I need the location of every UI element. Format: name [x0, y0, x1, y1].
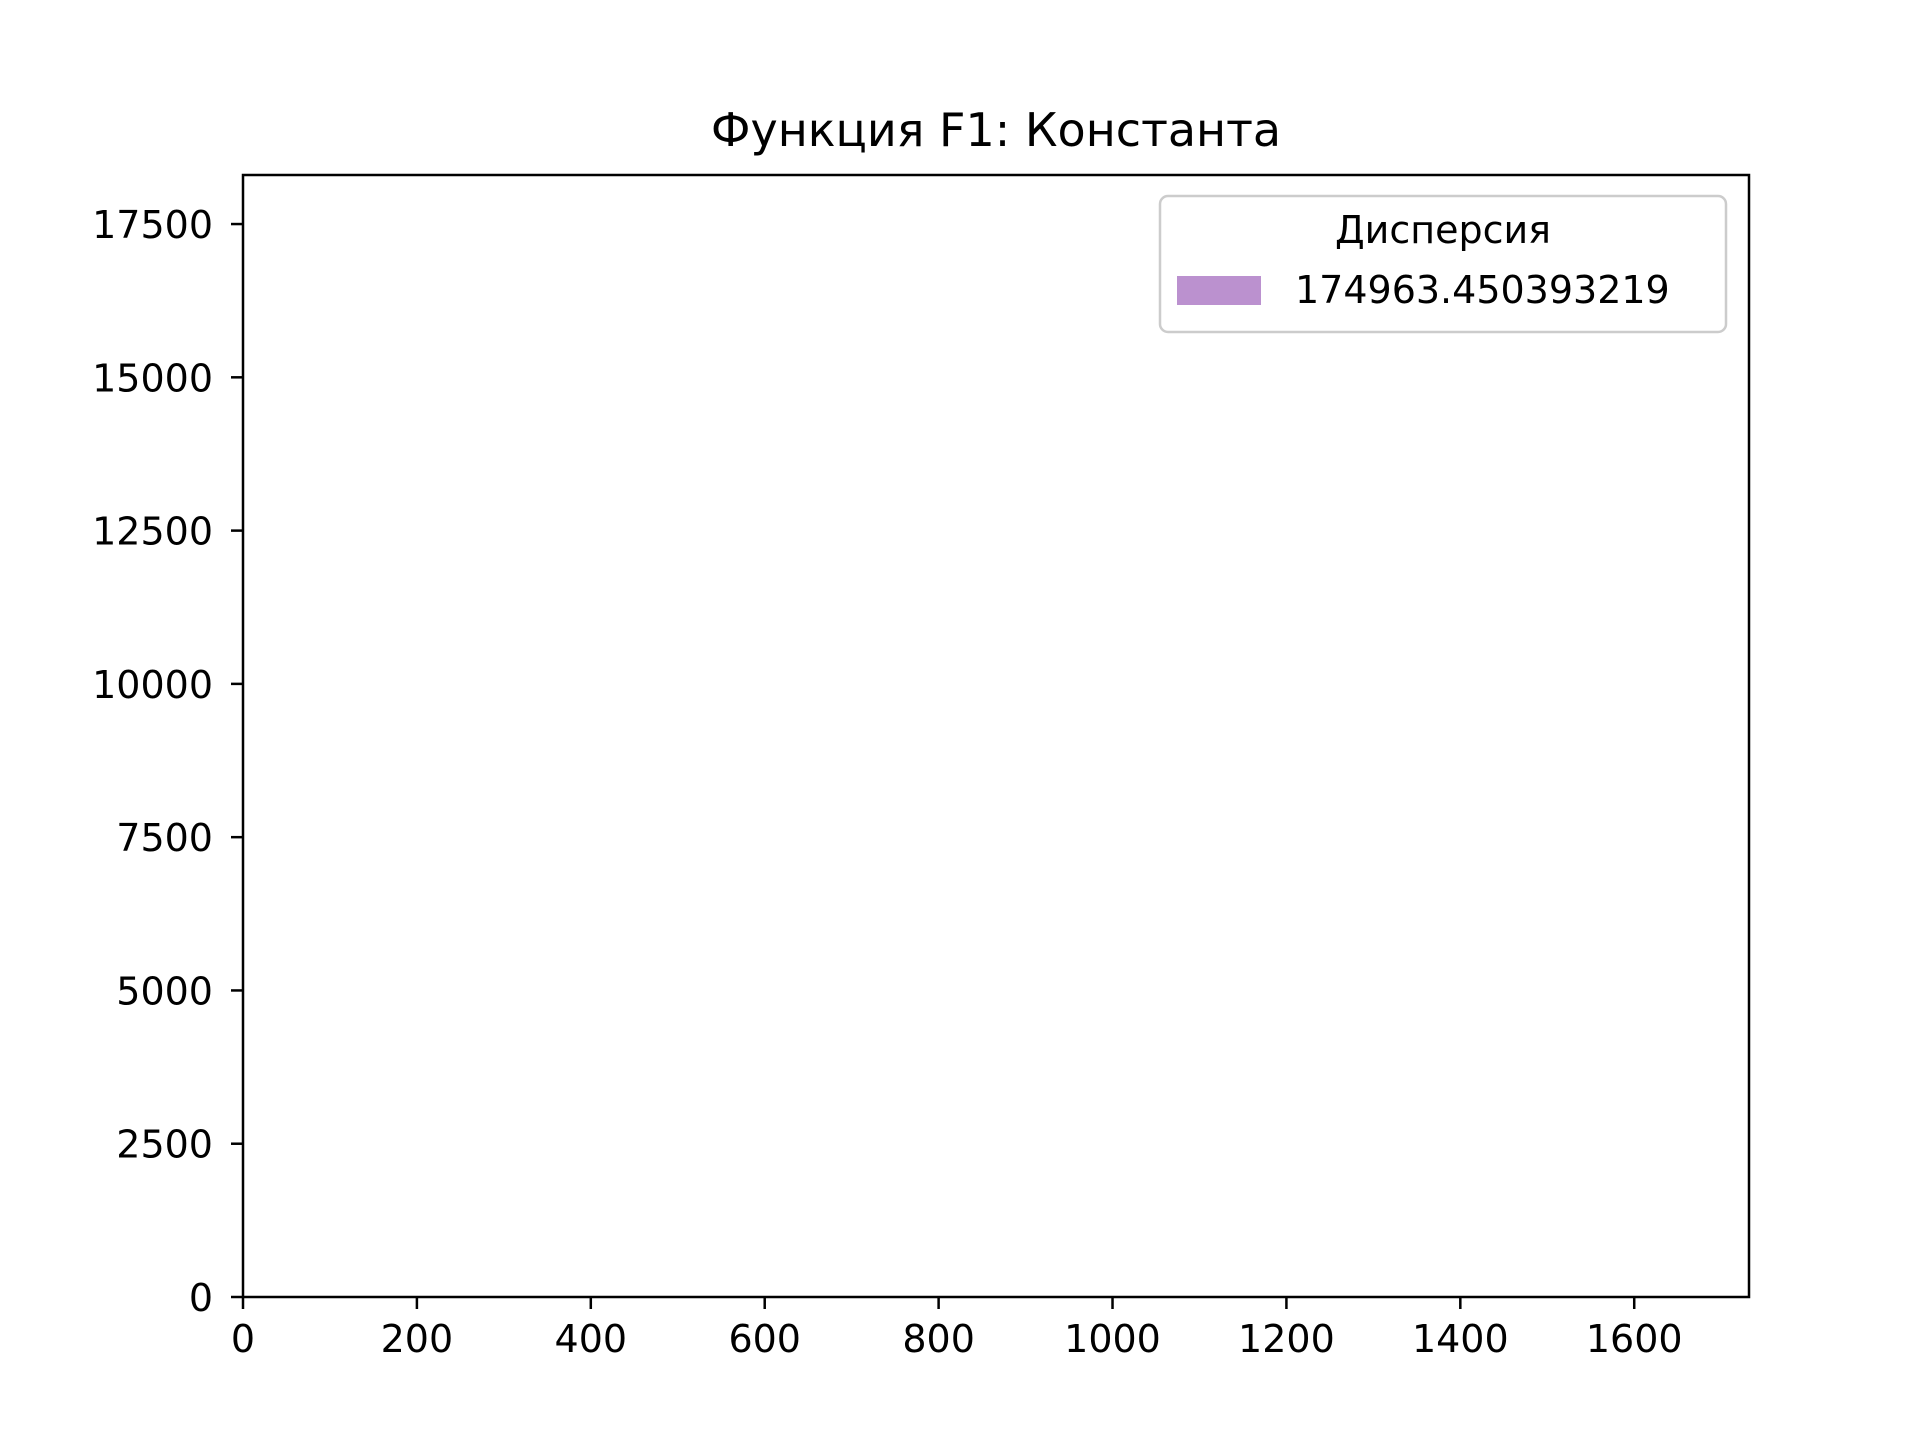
x-tick-label: 600 — [728, 1317, 801, 1361]
x-tick-label: 400 — [555, 1317, 628, 1361]
y-tick-label: 10000 — [92, 663, 213, 707]
x-tick-label: 1400 — [1412, 1317, 1509, 1361]
legend-title: Дисперсия — [1335, 208, 1551, 252]
legend-box — [1158, 194, 1728, 334]
y-tick-label: 12500 — [92, 510, 213, 554]
y-axis: 0 2500 5000 7500 10000 12500 15000 17500 — [92, 203, 243, 1320]
y-tick-label: 2500 — [116, 1123, 213, 1167]
y-tick-label: 0 — [189, 1276, 213, 1320]
legend: Дисперсия 174963.450393219 — [1158, 194, 1728, 334]
legend-swatch — [1177, 276, 1261, 305]
x-tick-label: 1600 — [1586, 1317, 1683, 1361]
chart-title: Функция F1: Константа — [711, 103, 1281, 157]
x-axis: 0 200 400 600 800 1000 1200 1400 1600 — [231, 1297, 1683, 1361]
x-tick-label: 0 — [231, 1317, 255, 1361]
x-tick-label: 800 — [902, 1317, 975, 1361]
axes-frame — [241, 173, 1751, 1299]
y-tick-label: 17500 — [92, 203, 213, 247]
x-tick-label: 1000 — [1064, 1317, 1161, 1361]
legend-entry-label: 174963.450393219 — [1295, 268, 1670, 312]
plot-area — [241, 173, 1751, 1299]
y-tick-label: 5000 — [116, 969, 213, 1013]
y-tick-label: 15000 — [92, 356, 213, 400]
y-tick-label: 7500 — [116, 816, 213, 860]
x-tick-label: 200 — [381, 1317, 454, 1361]
x-tick-label: 1200 — [1238, 1317, 1335, 1361]
